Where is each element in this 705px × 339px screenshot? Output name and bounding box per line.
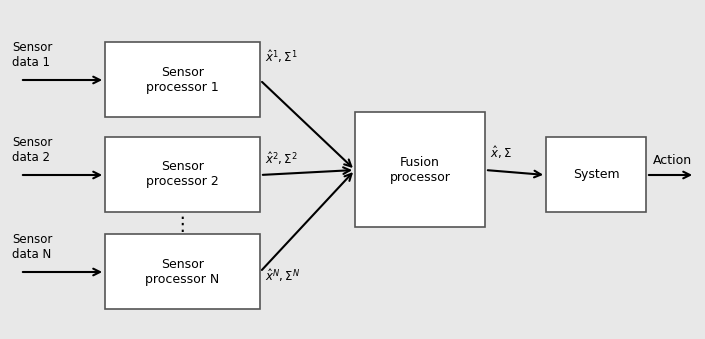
Bar (105, 137, 260, 212)
Text: Sensor
data 1: Sensor data 1 (12, 41, 52, 69)
Text: Sensor
data N: Sensor data N (12, 233, 52, 261)
Text: $\hat{x}, \Sigma$: $\hat{x}, \Sigma$ (490, 144, 512, 161)
Bar (105, 42, 260, 117)
Text: Sensor
processor 2: Sensor processor 2 (146, 160, 219, 188)
Bar (546, 137, 646, 212)
Text: ⋮: ⋮ (172, 215, 192, 234)
Text: Fusion
processor: Fusion processor (390, 156, 450, 183)
Text: $\hat{x}^1, \Sigma^1$: $\hat{x}^1, \Sigma^1$ (265, 48, 298, 65)
Bar (105, 234, 260, 309)
Text: Sensor
data 2: Sensor data 2 (12, 136, 52, 164)
Text: System: System (572, 168, 619, 181)
Text: Sensor
processor N: Sensor processor N (145, 258, 220, 285)
Text: $\hat{x}^2, \Sigma^2$: $\hat{x}^2, \Sigma^2$ (265, 150, 298, 167)
Text: Sensor
processor 1: Sensor processor 1 (146, 65, 219, 94)
Text: $\hat{x}^N, \Sigma^N$: $\hat{x}^N, \Sigma^N$ (265, 267, 300, 284)
Text: Action: Action (653, 154, 692, 167)
Bar (355, 112, 485, 227)
